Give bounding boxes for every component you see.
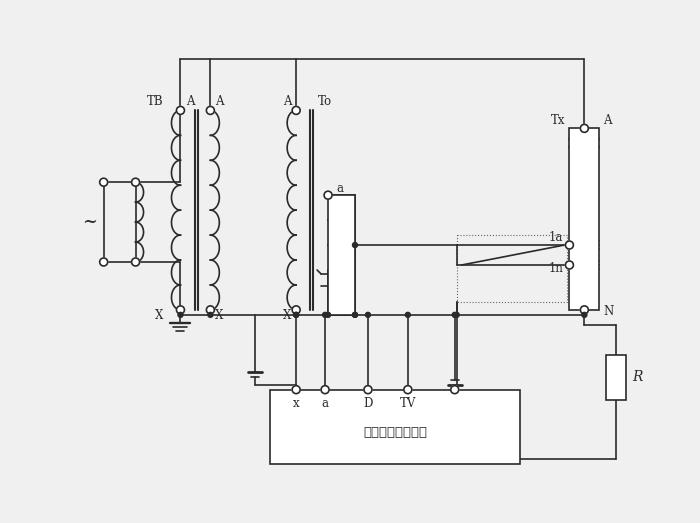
Circle shape (580, 306, 589, 314)
Bar (456, 235, 568, 302)
Circle shape (292, 306, 300, 314)
Text: N: N (603, 305, 614, 319)
Circle shape (580, 124, 589, 132)
Text: A: A (216, 95, 224, 108)
Circle shape (321, 385, 329, 394)
Circle shape (208, 312, 213, 317)
Circle shape (294, 312, 299, 317)
Bar (328, 195, 355, 315)
Circle shape (404, 385, 412, 394)
Circle shape (452, 312, 457, 317)
Circle shape (176, 106, 184, 115)
Circle shape (99, 258, 108, 266)
Circle shape (353, 243, 358, 247)
Text: Tx: Tx (551, 114, 566, 127)
Text: X: X (216, 310, 224, 322)
Circle shape (132, 258, 139, 266)
Text: X: X (283, 310, 291, 322)
Circle shape (206, 306, 214, 314)
Bar (606, 355, 627, 400)
Circle shape (365, 312, 370, 317)
Circle shape (176, 306, 184, 314)
Circle shape (132, 178, 139, 186)
Text: X: X (155, 310, 164, 322)
Text: TB: TB (147, 95, 164, 108)
Circle shape (323, 312, 328, 317)
Text: A: A (603, 114, 612, 127)
Text: a: a (321, 397, 328, 410)
Text: R: R (632, 370, 643, 384)
Circle shape (326, 312, 330, 317)
Text: To: To (318, 95, 332, 108)
Circle shape (353, 312, 358, 317)
Circle shape (451, 385, 458, 394)
Circle shape (364, 385, 372, 394)
Circle shape (99, 178, 108, 186)
Text: TV: TV (400, 397, 416, 410)
Circle shape (206, 106, 214, 115)
Circle shape (292, 385, 300, 394)
Circle shape (566, 261, 573, 269)
Bar (270, 390, 519, 464)
Circle shape (294, 312, 299, 317)
Text: a: a (336, 181, 343, 195)
Circle shape (454, 312, 459, 317)
Text: 1a: 1a (549, 231, 564, 244)
Text: A: A (186, 95, 195, 108)
Circle shape (582, 312, 587, 317)
Bar (569, 128, 599, 310)
Text: A: A (283, 95, 291, 108)
Circle shape (178, 312, 183, 317)
Circle shape (566, 241, 573, 249)
Text: D: D (363, 397, 372, 410)
Text: 1n: 1n (549, 263, 564, 276)
Text: 電子互感器校驗儀: 電子互感器校驗儀 (363, 426, 427, 439)
Text: x: x (293, 397, 300, 410)
Circle shape (324, 191, 332, 199)
Circle shape (405, 312, 410, 317)
Text: ~: ~ (82, 213, 97, 231)
Circle shape (353, 312, 358, 317)
Circle shape (292, 106, 300, 115)
